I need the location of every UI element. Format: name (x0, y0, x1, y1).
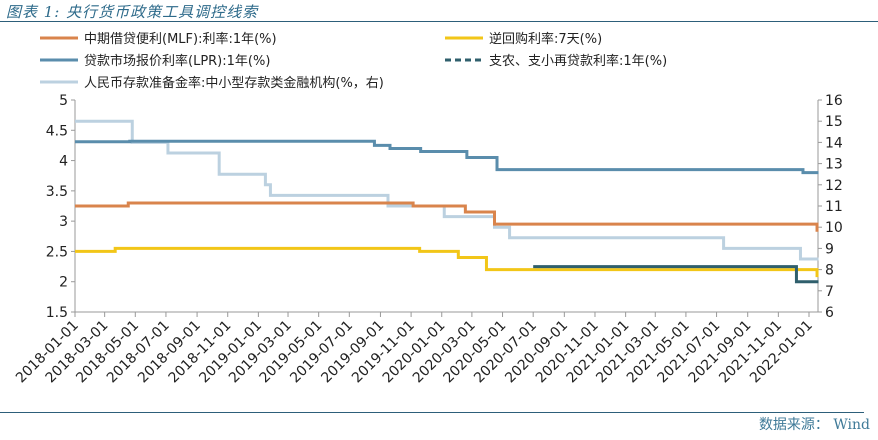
y2-tick-label: 16 (825, 93, 843, 109)
legend-item: 中期借贷便利(MLF):利率:1年(%) (40, 31, 277, 47)
title-divider (0, 21, 878, 22)
y2-tick-label: 7 (825, 284, 834, 300)
y2-tick-label: 6 (825, 305, 834, 321)
y-tick-label: 4.5 (46, 123, 68, 139)
source-note: 数据来源： Wind (758, 417, 870, 433)
series-line-1 (75, 246, 819, 278)
series-line-0 (75, 201, 819, 232)
footer-divider (0, 412, 864, 413)
legend-item: 贷款市场报价利率(LPR):1年(%) (40, 53, 270, 69)
y2-tick-label: 13 (825, 157, 843, 173)
y2-tick-label: 14 (825, 135, 843, 151)
y-tick-label: 4 (59, 154, 68, 170)
legend-label: 贷款市场报价利率(LPR):1年(%) (84, 53, 270, 69)
y2-tick-label: 10 (825, 220, 843, 236)
legend-label: 逆回购利率:7天(%) (489, 31, 602, 47)
legend-item: 支农、支小再贷款利率:1年(%) (445, 53, 667, 69)
series-line-3 (533, 265, 819, 284)
y2-tick-label: 8 (825, 263, 834, 279)
y-tick-label: 2.5 (46, 244, 68, 260)
y2-tick-label: 11 (825, 199, 843, 215)
legend-label: 支农、支小再贷款利率:1年(%) (489, 53, 667, 69)
legend-label: 中期借贷便利(MLF):利率:1年(%) (84, 31, 277, 47)
y2-tick-label: 15 (825, 114, 843, 130)
chart-title: 图表 1: 央行货币政策工具调控线索 (6, 3, 259, 21)
series-line-2 (75, 139, 819, 175)
y-tick-label: 3.5 (46, 184, 68, 200)
y-tick-label: 5 (59, 93, 68, 109)
y2-tick-label: 9 (825, 241, 834, 257)
y-tick-label: 1.5 (46, 305, 68, 321)
legend-item: 逆回购利率:7天(%) (445, 31, 602, 47)
legend-item: 人民币存款准备金率:中小型存款类金融机构(%，右) (40, 75, 384, 91)
y-tick-label: 2 (59, 275, 68, 291)
y-tick-label: 3 (59, 214, 68, 230)
series-line-4 (75, 119, 819, 261)
legend-label: 人民币存款准备金率:中小型存款类金融机构(%，右) (84, 75, 384, 91)
y2-tick-label: 12 (825, 178, 843, 194)
